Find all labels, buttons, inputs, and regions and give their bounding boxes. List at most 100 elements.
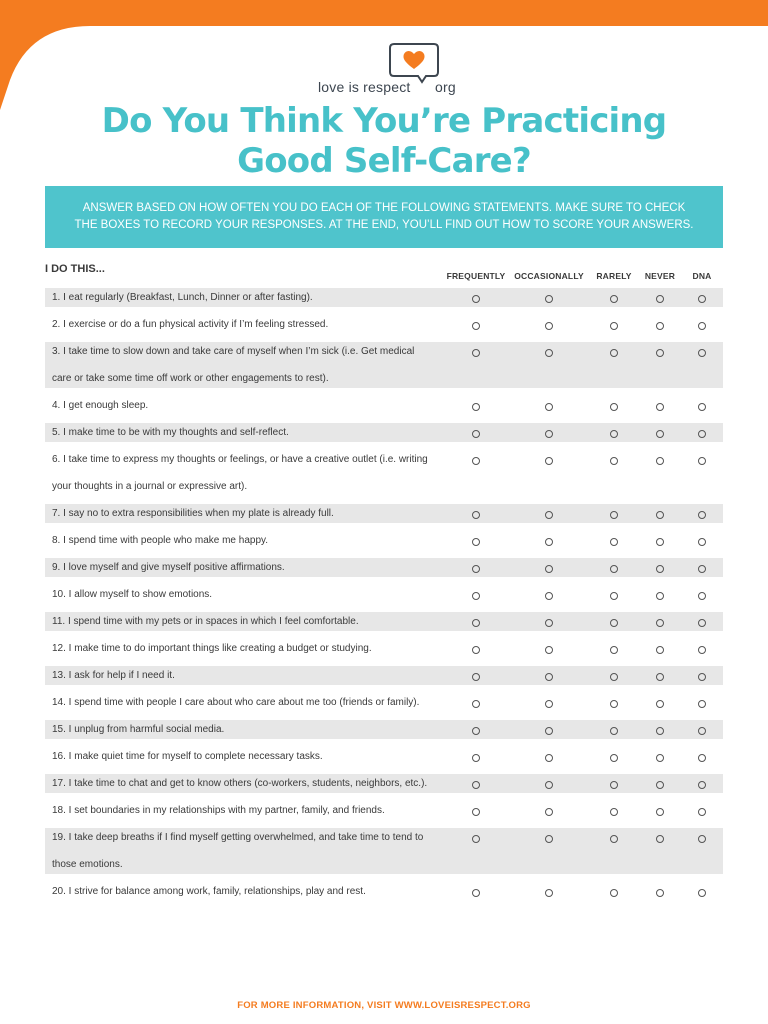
radio-never[interactable]: [656, 700, 664, 708]
radio-rarely[interactable]: [610, 457, 618, 465]
radio-occasionally[interactable]: [545, 511, 553, 519]
radio-rarely[interactable]: [610, 349, 618, 357]
radio-dna[interactable]: [698, 565, 706, 573]
radio-rarely[interactable]: [610, 619, 618, 627]
radio-dna[interactable]: [698, 592, 706, 600]
radio-occasionally[interactable]: [545, 349, 553, 357]
radio-never[interactable]: [656, 349, 664, 357]
radio-dna[interactable]: [698, 754, 706, 762]
radio-frequently[interactable]: [472, 322, 480, 330]
radio-rarely[interactable]: [610, 322, 618, 330]
radio-rarely[interactable]: [610, 592, 618, 600]
radio-never[interactable]: [656, 538, 664, 546]
radio-frequently[interactable]: [472, 808, 480, 816]
radio-frequently[interactable]: [472, 511, 480, 519]
radio-occasionally[interactable]: [545, 754, 553, 762]
radio-rarely[interactable]: [610, 700, 618, 708]
radio-never[interactable]: [656, 457, 664, 465]
radio-frequently[interactable]: [472, 889, 480, 897]
radio-rarely[interactable]: [610, 835, 618, 843]
radio-never[interactable]: [656, 511, 664, 519]
radio-frequently[interactable]: [472, 727, 480, 735]
radio-rarely[interactable]: [610, 565, 618, 573]
radio-frequently[interactable]: [472, 295, 480, 303]
radio-occasionally[interactable]: [545, 430, 553, 438]
radio-frequently[interactable]: [472, 754, 480, 762]
radio-never[interactable]: [656, 322, 664, 330]
radio-dna[interactable]: [698, 673, 706, 681]
radio-dna[interactable]: [698, 430, 706, 438]
radio-frequently[interactable]: [472, 538, 480, 546]
radio-dna[interactable]: [698, 781, 706, 789]
radio-occasionally[interactable]: [545, 700, 553, 708]
radio-never[interactable]: [656, 808, 664, 816]
radio-never[interactable]: [656, 619, 664, 627]
radio-frequently[interactable]: [472, 700, 480, 708]
radio-occasionally[interactable]: [545, 619, 553, 627]
radio-rarely[interactable]: [610, 754, 618, 762]
radio-rarely[interactable]: [610, 430, 618, 438]
radio-occasionally[interactable]: [545, 808, 553, 816]
radio-occasionally[interactable]: [545, 538, 553, 546]
radio-frequently[interactable]: [472, 349, 480, 357]
radio-never[interactable]: [656, 646, 664, 654]
radio-never[interactable]: [656, 754, 664, 762]
radio-dna[interactable]: [698, 295, 706, 303]
radio-never[interactable]: [656, 403, 664, 411]
radio-rarely[interactable]: [610, 673, 618, 681]
radio-never[interactable]: [656, 295, 664, 303]
radio-rarely[interactable]: [610, 403, 618, 411]
radio-never[interactable]: [656, 673, 664, 681]
radio-rarely[interactable]: [610, 781, 618, 789]
radio-occasionally[interactable]: [545, 781, 553, 789]
radio-occasionally[interactable]: [545, 889, 553, 897]
radio-occasionally[interactable]: [545, 646, 553, 654]
radio-dna[interactable]: [698, 322, 706, 330]
radio-frequently[interactable]: [472, 430, 480, 438]
radio-frequently[interactable]: [472, 457, 480, 465]
radio-occasionally[interactable]: [545, 295, 553, 303]
radio-frequently[interactable]: [472, 835, 480, 843]
radio-never[interactable]: [656, 727, 664, 735]
radio-frequently[interactable]: [472, 619, 480, 627]
radio-never[interactable]: [656, 889, 664, 897]
radio-never[interactable]: [656, 592, 664, 600]
radio-dna[interactable]: [698, 538, 706, 546]
radio-dna[interactable]: [698, 619, 706, 627]
radio-dna[interactable]: [698, 727, 706, 735]
radio-frequently[interactable]: [472, 646, 480, 654]
radio-dna[interactable]: [698, 349, 706, 357]
radio-dna[interactable]: [698, 403, 706, 411]
radio-never[interactable]: [656, 835, 664, 843]
radio-occasionally[interactable]: [545, 835, 553, 843]
radio-dna[interactable]: [698, 808, 706, 816]
radio-never[interactable]: [656, 430, 664, 438]
radio-frequently[interactable]: [472, 403, 480, 411]
radio-occasionally[interactable]: [545, 673, 553, 681]
radio-dna[interactable]: [698, 889, 706, 897]
radio-dna[interactable]: [698, 511, 706, 519]
radio-dna[interactable]: [698, 646, 706, 654]
radio-dna[interactable]: [698, 700, 706, 708]
radio-dna[interactable]: [698, 457, 706, 465]
footer-link[interactable]: FOR MORE INFORMATION, VISIT WWW.LOVEISRE…: [237, 1000, 531, 1011]
radio-frequently[interactable]: [472, 673, 480, 681]
radio-occasionally[interactable]: [545, 592, 553, 600]
radio-frequently[interactable]: [472, 781, 480, 789]
radio-rarely[interactable]: [610, 511, 618, 519]
radio-rarely[interactable]: [610, 889, 618, 897]
radio-frequently[interactable]: [472, 592, 480, 600]
radio-rarely[interactable]: [610, 727, 618, 735]
radio-rarely[interactable]: [610, 646, 618, 654]
radio-occasionally[interactable]: [545, 322, 553, 330]
radio-never[interactable]: [656, 781, 664, 789]
radio-occasionally[interactable]: [545, 727, 553, 735]
radio-rarely[interactable]: [610, 538, 618, 546]
radio-dna[interactable]: [698, 835, 706, 843]
radio-rarely[interactable]: [610, 295, 618, 303]
radio-rarely[interactable]: [610, 808, 618, 816]
radio-never[interactable]: [656, 565, 664, 573]
radio-occasionally[interactable]: [545, 403, 553, 411]
radio-occasionally[interactable]: [545, 457, 553, 465]
radio-frequently[interactable]: [472, 565, 480, 573]
